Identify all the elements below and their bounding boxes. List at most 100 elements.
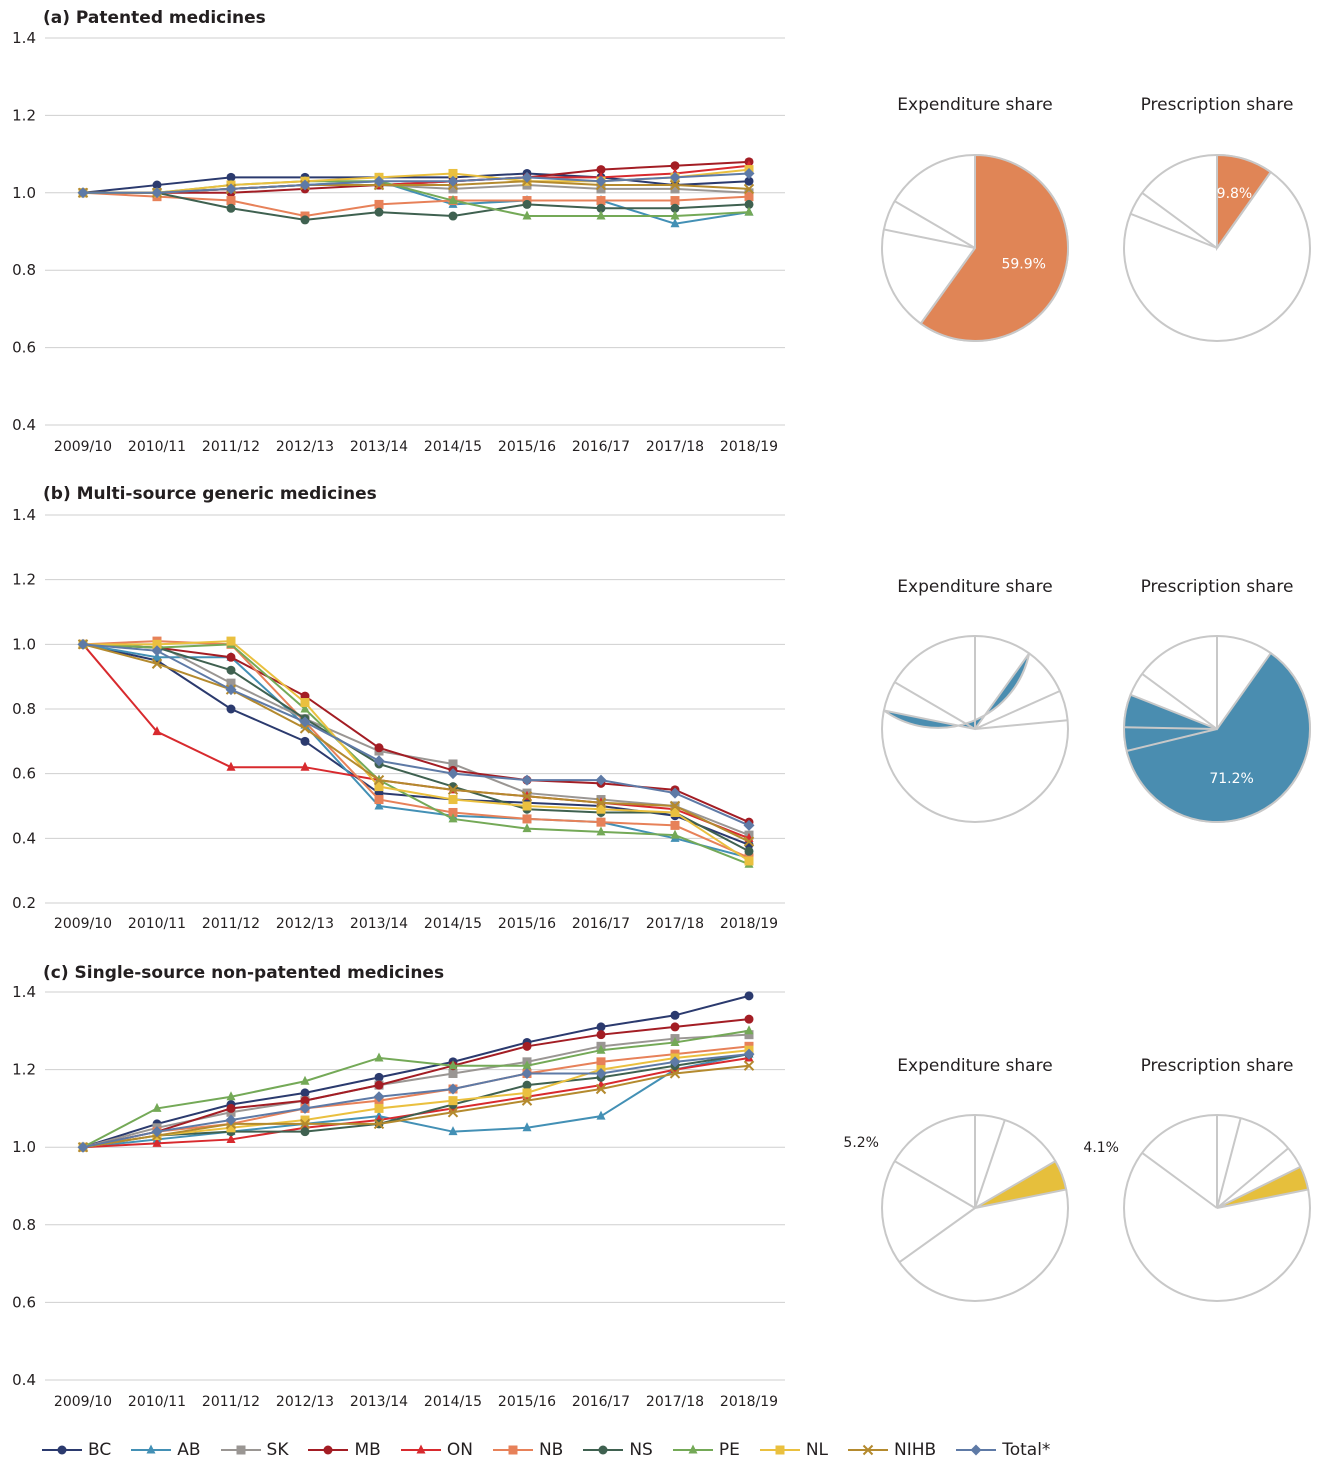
data-point (448, 1068, 458, 1078)
data-point (226, 652, 236, 662)
pie-slice-divider (894, 681, 976, 730)
data-point (374, 1072, 384, 1082)
data-point (226, 761, 236, 771)
x-tick-label: 2009/10 (54, 439, 112, 455)
data-point (299, 716, 311, 728)
x-tick-label: 2012/13 (276, 1394, 334, 1410)
series-ns (78, 188, 754, 225)
series-pe (78, 638, 754, 868)
legend-item-nl: NL (759, 1440, 829, 1460)
y-tick-label: 1.0 (12, 635, 36, 653)
data-point (670, 820, 680, 830)
series-line (82, 994, 750, 1149)
legend-item-pe: PE (672, 1440, 740, 1460)
data-point (299, 1102, 311, 1114)
data-point (743, 1060, 755, 1071)
x-tick-label: 2010/11 (128, 916, 186, 932)
series-line (83, 172, 750, 194)
data-point (595, 175, 607, 187)
data-point (521, 1067, 533, 1079)
data-point (300, 703, 310, 713)
series-line (82, 643, 750, 866)
series-line (82, 643, 750, 859)
legend-label: ON (446, 1440, 473, 1460)
data-point (743, 167, 755, 179)
legend-label: NL (805, 1440, 829, 1460)
data-point (744, 846, 754, 856)
series-line (82, 191, 750, 218)
series-sk (78, 639, 754, 840)
data-point (670, 196, 680, 206)
series-line (83, 643, 750, 837)
x-tick-label: 2014/15 (424, 439, 482, 455)
data-point (743, 1048, 755, 1060)
y-tick-label: 1.4 (12, 29, 36, 47)
x-tick-label: 2011/12 (202, 1394, 260, 1410)
legend-swatch-marker (598, 1445, 608, 1455)
pie-slice-highlight (919, 153, 1069, 342)
data-point (596, 826, 606, 836)
legend-label: BC (88, 1440, 112, 1460)
data-point (448, 195, 458, 205)
pie-slice-highlight (974, 1159, 1068, 1209)
data-point (373, 175, 385, 187)
legend-swatch-marker (688, 1444, 698, 1454)
series-line (82, 1064, 750, 1149)
y-tick-label: 0.2 (12, 894, 36, 912)
series-line (82, 643, 750, 827)
data-point (670, 807, 680, 817)
x-tick-label: 2009/10 (54, 916, 112, 932)
pie-chart-c-expenditure-share: Expenditure share 5.2% (843, 1056, 1069, 1302)
data-point (447, 768, 459, 780)
series-line (82, 1045, 750, 1149)
data-point (300, 215, 310, 225)
data-point (151, 645, 163, 657)
pie-slice-divider (1141, 192, 1218, 249)
data-point (299, 723, 311, 734)
pie-title: Prescription share (1141, 1056, 1294, 1076)
data-point (522, 814, 532, 824)
data-point (596, 165, 606, 175)
data-point (595, 797, 607, 808)
pie-slice-label: 5.2% (843, 1135, 879, 1151)
pie-slice-divider (1141, 673, 1218, 730)
data-point (448, 1096, 458, 1106)
legend-swatch-marker (416, 1444, 426, 1454)
data-point (151, 1126, 163, 1138)
data-point (374, 207, 384, 217)
data-point (300, 1127, 310, 1137)
pie-title: Prescription share (1141, 95, 1294, 115)
series-on (78, 1052, 754, 1151)
data-point (226, 1123, 236, 1133)
legend-label: NB (538, 1440, 564, 1460)
data-point (596, 1044, 606, 1054)
y-tick-label: 0.8 (12, 261, 36, 279)
x-tick-label: 2015/16 (498, 1394, 556, 1410)
line-chart-b: 0.2 0.4 0.6 0.8 1.0 1.2 1.4 2009/10 2010/11 2011/… (12, 506, 785, 932)
data-point (669, 1056, 681, 1068)
data-point (670, 210, 680, 220)
data-point (596, 804, 606, 814)
x-tick-label: 2011/12 (202, 916, 260, 932)
data-point (374, 1080, 384, 1090)
data-point (300, 698, 310, 708)
legend-label: AB (177, 1440, 201, 1460)
data-point (522, 1122, 532, 1132)
pie-slice-label: 4.1% (1083, 1140, 1119, 1156)
series-total (77, 1048, 755, 1153)
pie-slice-highlight (883, 652, 1031, 731)
data-point (595, 1083, 607, 1095)
series-line (82, 1049, 750, 1149)
pie-slice-divider (974, 1119, 1006, 1209)
legend-swatch-marker (970, 1444, 982, 1456)
data-point (447, 1107, 459, 1118)
series-line (82, 1029, 750, 1149)
data-point (77, 187, 89, 199)
data-point (596, 203, 606, 213)
y-tick-label: 1.2 (12, 106, 36, 124)
data-point (448, 1060, 458, 1070)
x-tick-label: 2013/14 (350, 1394, 408, 1410)
data-point (670, 184, 680, 194)
data-point (374, 199, 384, 209)
series-line (83, 191, 750, 221)
